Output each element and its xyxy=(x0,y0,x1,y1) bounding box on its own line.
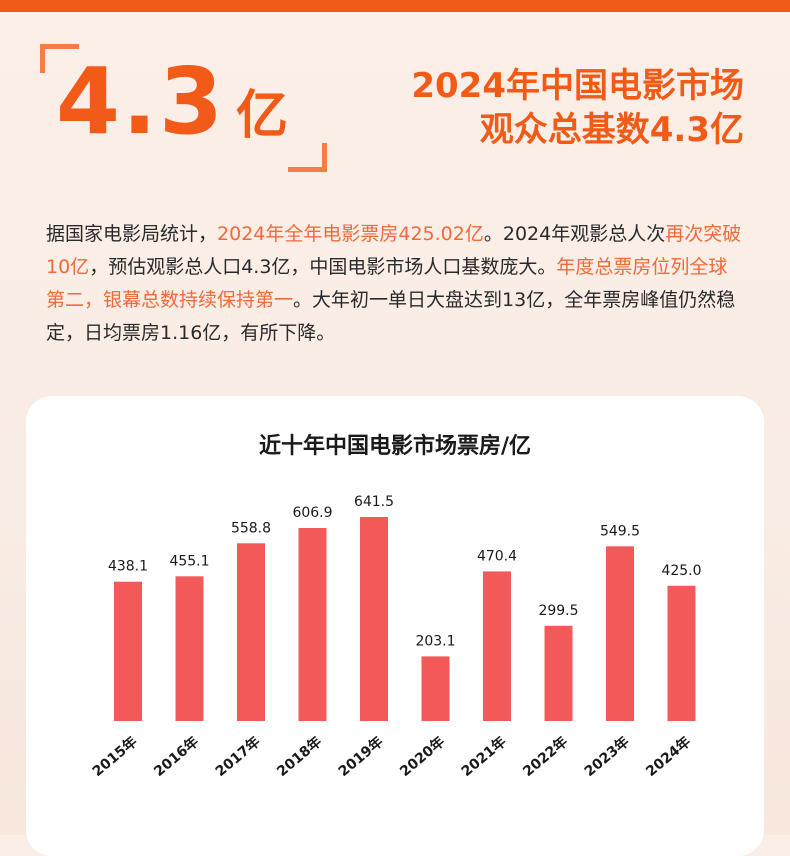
para-text-3: ，预估观影总人口4.3亿，中国电影市场人口基数庞大。 xyxy=(89,256,557,278)
value-label-2016年: 455.1 xyxy=(169,553,209,569)
tick-label-2024年: 2024年 xyxy=(643,733,695,780)
bar-2020年 xyxy=(421,656,450,721)
tick-label-2016年: 2016年 xyxy=(151,733,203,780)
top-accent-bar xyxy=(0,0,790,12)
bar-2019年 xyxy=(360,517,388,721)
para-text-1: 据国家电影局统计， xyxy=(46,223,218,245)
bracket-top-left xyxy=(40,44,79,73)
tick-label-2023年: 2023年 xyxy=(581,733,633,780)
para-text-2: 。2024年观影总人次 xyxy=(483,223,666,245)
tick-label-2015年: 2015年 xyxy=(89,733,141,780)
chart-card xyxy=(26,396,764,856)
para-highlight-3: 年度总票房位列全球第二，银幕总数持续保持第一 xyxy=(46,256,728,311)
tick-label-2017年: 2017年 xyxy=(212,733,264,780)
tick-label-2021年: 2021年 xyxy=(458,733,510,780)
bar-2018年 xyxy=(298,528,327,721)
bar-chart: 438.1 2015年 455.1 2016年 558.8 2017年 606.9 2018年… xyxy=(89,494,701,780)
tick-label-2019年: 2019年 xyxy=(335,733,387,780)
hero-unit: 亿 xyxy=(236,86,289,146)
summary-paragraph: 据国家电影局统计，2024年全年电影票房425.02亿。2024年观影总人次再次… xyxy=(46,218,746,350)
hero-number: 4.3 xyxy=(56,48,225,155)
value-label-2024年: 425.0 xyxy=(661,563,701,579)
value-label-2017年: 558.8 xyxy=(231,520,271,536)
value-label-2019年: 641.5 xyxy=(354,494,394,510)
bar-2017年 xyxy=(237,543,265,721)
value-label-2015年: 438.1 xyxy=(108,559,148,575)
value-label-2023年: 549.5 xyxy=(600,523,640,539)
bar-2015年 xyxy=(114,581,142,721)
bar-2016年 xyxy=(175,576,204,721)
headline-line-1: 2024年中国电影市场 xyxy=(411,66,744,106)
bar-2024年 xyxy=(667,585,696,721)
para-text-4: 。大年初一单日大盘达到13亿，全年票房峰值仍然稳定，日均票房1.16亿，有所下降… xyxy=(46,289,736,344)
value-label-2022年: 299.5 xyxy=(538,603,578,619)
tick-label-2020年: 2020年 xyxy=(397,733,449,780)
bracket-bottom-right xyxy=(288,143,327,172)
bar-2023年 xyxy=(606,546,634,721)
tick-label-2018年: 2018年 xyxy=(274,733,326,780)
headline: 2024年中国电影市场 观众总基数4.3亿 xyxy=(411,64,744,152)
tick-label-2022年: 2022年 xyxy=(520,733,572,780)
value-label-2018年: 606.9 xyxy=(292,505,332,521)
para-highlight-2: 再次突破10亿 xyxy=(46,223,742,278)
bar-2021年 xyxy=(483,571,511,721)
value-label-2021年: 470.4 xyxy=(477,548,517,564)
value-label-2020年: 203.1 xyxy=(415,633,455,649)
headline-line-2: 观众总基数4.3亿 xyxy=(479,110,744,150)
para-highlight-1: 2024年全年电影票房425.02亿 xyxy=(217,223,484,245)
bar-2022年 xyxy=(544,625,573,721)
chart-title: 近十年中国电影市场票房/亿 xyxy=(258,434,532,459)
